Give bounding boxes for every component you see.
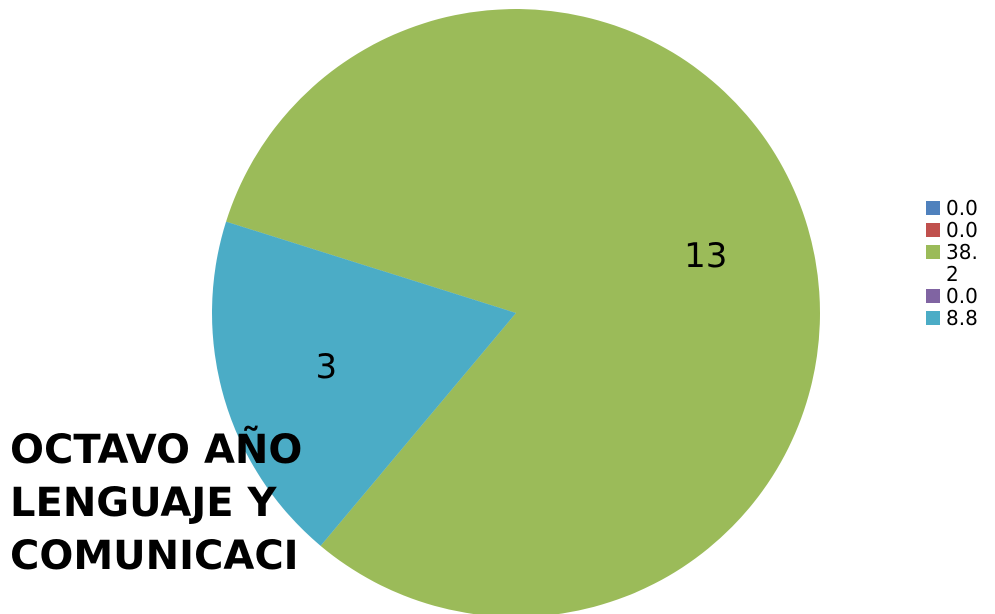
- legend-label-0: 0.0: [946, 196, 978, 220]
- legend-item-0: 0.0: [926, 197, 992, 219]
- legend-item-4: 8.8: [926, 307, 992, 329]
- legend-item-2: 38. 2: [926, 241, 992, 285]
- legend-label-3: 0.0: [946, 284, 978, 308]
- legend-label-2: 38. 2: [946, 240, 978, 286]
- pie-data-labels: 13 3: [315, 236, 727, 387]
- pie-data-label-2: 13: [684, 236, 727, 276]
- pie-data-label-4: 3: [315, 347, 337, 387]
- legend-swatch-2: [926, 245, 940, 259]
- legend-item-3: 0.0: [926, 285, 992, 307]
- legend-swatch-0: [926, 201, 940, 215]
- legend-swatch-1: [926, 223, 940, 237]
- legend-swatch-4: [926, 311, 940, 325]
- pie-slice-4: [212, 221, 516, 546]
- chart-title: OCTAVO AÑO LENGUAJE Y COMUNICACI: [10, 427, 303, 579]
- legend-item-1: 0.0: [926, 219, 992, 241]
- pie-slices: [212, 9, 820, 614]
- legend-label-4: 8.8: [946, 306, 978, 330]
- pie-slice-2: [226, 9, 820, 614]
- legend-swatch-3: [926, 289, 940, 303]
- legend-label-1: 0.0: [946, 218, 978, 242]
- chart-legend: 0.0 0.0 38. 2 0.0 8.8: [926, 197, 992, 329]
